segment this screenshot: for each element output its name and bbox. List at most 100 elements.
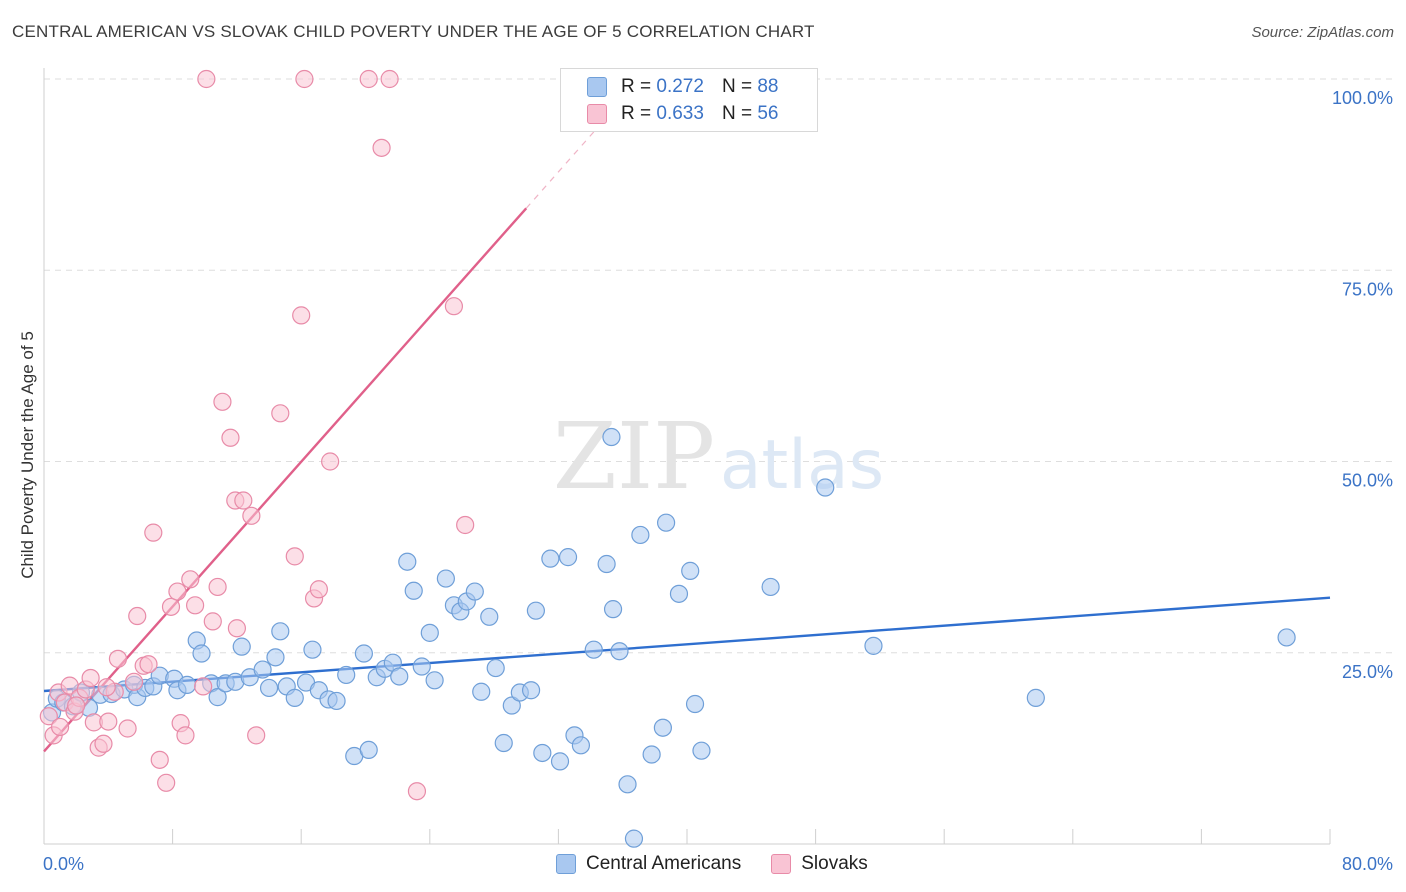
data-point — [685, 694, 705, 714]
data-point — [425, 671, 444, 690]
data-point — [303, 640, 322, 659]
data-point — [692, 741, 711, 760]
data-point — [266, 648, 285, 667]
data-point — [502, 696, 521, 715]
legend-swatch-pink — [771, 854, 792, 874]
legend-item-central-americans: Central Americans — [556, 853, 741, 875]
data-point — [602, 427, 621, 447]
x-tick-label: 80.0% — [1342, 854, 1393, 874]
y-tick-label: 50.0% — [1342, 471, 1393, 491]
legend-n-value: 56 — [757, 103, 779, 124]
data-point — [247, 726, 266, 745]
data-point — [197, 69, 216, 89]
y-tick-label: 25.0% — [1342, 662, 1393, 682]
data-point — [242, 506, 261, 525]
data-point — [1026, 688, 1045, 707]
data-point — [669, 584, 689, 603]
legend-row-slovaks: R = 0.633 N = 56 — [587, 102, 778, 126]
trend-line-extension — [525, 126, 600, 209]
data-point — [176, 726, 195, 745]
data-point — [380, 69, 399, 89]
data-point — [420, 623, 439, 642]
data-point — [398, 552, 417, 571]
series-legend: Central Americans Slovaks — [556, 852, 898, 876]
data-point — [444, 297, 464, 316]
data-point — [295, 69, 314, 89]
legend-r-value: 0.633 — [656, 103, 704, 124]
data-point — [465, 582, 484, 601]
data-point — [232, 637, 251, 656]
data-point — [359, 740, 378, 760]
legend-r-label: R = — [621, 103, 652, 124]
data-point — [124, 672, 144, 691]
trend-line — [43, 207, 528, 753]
data-point — [541, 549, 560, 568]
data-points — [39, 69, 1296, 848]
correlation-legend: R = 0.272 N = 88 R = 0.633 N = 56 — [560, 68, 818, 132]
data-point — [208, 577, 227, 597]
data-point — [227, 619, 246, 638]
data-point — [1277, 628, 1296, 647]
data-point — [144, 523, 163, 542]
legend-n-label: N = — [721, 103, 753, 124]
data-point — [181, 570, 200, 589]
data-point — [285, 547, 304, 566]
data-point — [81, 668, 100, 688]
data-point — [480, 607, 499, 626]
data-point — [253, 660, 272, 679]
data-point — [642, 745, 661, 764]
data-point — [285, 688, 304, 707]
legend-label: Slovaks — [801, 853, 868, 874]
y-tick-label: 75.0% — [1342, 279, 1393, 299]
data-point — [864, 636, 883, 655]
data-point — [271, 622, 290, 641]
data-point — [292, 306, 311, 325]
data-point — [472, 682, 491, 701]
data-point — [194, 677, 213, 696]
data-point — [657, 513, 676, 532]
data-point — [359, 69, 378, 89]
source-note: Source: ZipAtlas.com — [1251, 24, 1394, 41]
data-point — [354, 644, 373, 663]
data-point — [533, 743, 552, 763]
data-point — [372, 138, 391, 157]
data-point — [321, 452, 340, 471]
legend-swatch-blue — [556, 854, 576, 874]
legend-swatch-blue — [587, 77, 607, 97]
data-point — [337, 665, 356, 685]
data-point — [161, 597, 181, 616]
data-point — [168, 582, 187, 601]
data-point — [653, 718, 672, 737]
data-point — [816, 478, 835, 497]
data-point — [259, 678, 279, 698]
data-point — [177, 675, 197, 694]
data-point — [39, 707, 58, 726]
data-point — [494, 733, 513, 753]
data-point — [610, 642, 629, 661]
x-tick-label: 0.0% — [43, 854, 84, 874]
data-point — [526, 601, 545, 620]
data-point — [603, 600, 623, 619]
legend-label: Central Americans — [586, 853, 742, 874]
watermark-atlas: atlas — [720, 426, 884, 505]
data-point — [186, 596, 205, 615]
data-point — [631, 525, 650, 545]
legend-r-label: R = — [621, 76, 652, 97]
data-point — [412, 657, 431, 676]
data-point — [618, 775, 637, 794]
series-central-americans — [42, 427, 1296, 848]
data-point — [550, 752, 570, 771]
legend-n-label: N = — [721, 76, 753, 97]
data-point — [407, 782, 427, 801]
data-point — [571, 736, 591, 755]
data-point — [221, 428, 240, 447]
legend-n-value: 88 — [757, 76, 779, 97]
data-point — [624, 829, 644, 848]
data-point — [203, 612, 222, 631]
data-point — [271, 404, 290, 423]
data-point — [558, 548, 578, 567]
data-point — [309, 580, 328, 599]
y-tick-label: 100.0% — [1332, 88, 1393, 108]
data-point — [521, 681, 541, 700]
